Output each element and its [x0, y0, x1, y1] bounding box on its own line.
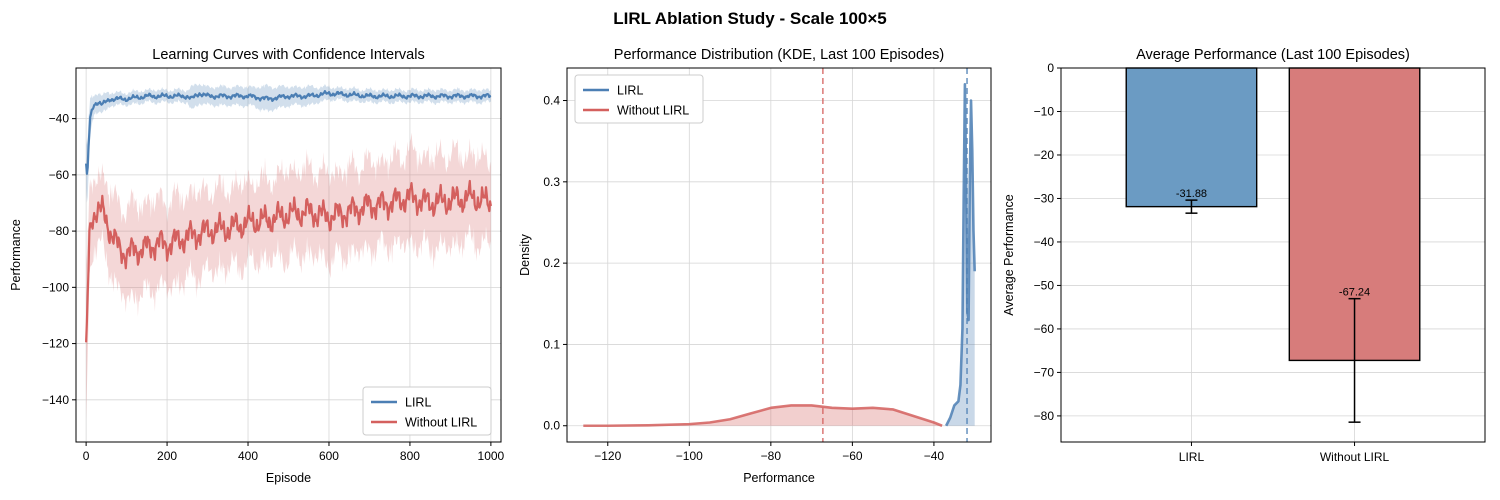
bar-value-label: -31.88 [1176, 188, 1207, 200]
bar [1125, 67, 1258, 208]
legend: LIRL Without LIRL [574, 74, 704, 124]
series-without-lirl [85, 132, 492, 420]
legend-label: Without LIRL [405, 416, 477, 430]
x-tick-label: 200 [157, 449, 177, 463]
y-tick-label: −120 [42, 337, 69, 351]
y-tick-label: −30 [1034, 191, 1055, 205]
y-tick-label: −20 [1034, 148, 1055, 162]
x-tick-label: 800 [400, 449, 420, 463]
y-tick-label: −10 [1034, 104, 1055, 118]
y-tick-label: −140 [42, 393, 69, 407]
x-tick-label: 400 [238, 449, 258, 463]
y-tick-label: 0.4 [543, 94, 560, 108]
y-tick-label: −100 [42, 280, 69, 294]
y-tick-label: 0.2 [543, 256, 560, 270]
grid-lines [76, 68, 501, 442]
kde-without-lirl [583, 404, 943, 428]
bar-group: -67.24 [1288, 67, 1421, 423]
y-tick-label: −50 [1034, 278, 1055, 292]
y-tick-label: −40 [49, 112, 70, 126]
legend-label: LIRL [405, 396, 431, 410]
x-tick-label: −100 [676, 449, 703, 463]
x-tick-label: LIRL [1179, 450, 1205, 464]
y-tick-label: −80 [49, 224, 70, 238]
kde-fill [583, 405, 943, 426]
average-performance-ylabel: Average Performance [1002, 194, 1016, 315]
x-tick-label: 1000 [478, 449, 505, 463]
kde-lirl [944, 82, 976, 427]
x-tick-label: 600 [319, 449, 339, 463]
x-tick-label: −40 [924, 449, 945, 463]
kde-ylabel: Density [518, 233, 532, 275]
y-tick-label: 0 [1047, 61, 1054, 75]
kde-line [944, 82, 976, 427]
learning-curves-xlabel: Episode [266, 471, 311, 485]
y-tick-label: −60 [1034, 322, 1055, 336]
average-performance-title: Average Performance (Last 100 Episodes) [1136, 47, 1410, 63]
confidence-band [86, 132, 491, 420]
x-tick-label: −120 [594, 449, 621, 463]
learning-curves-ylabel: Performance [9, 219, 23, 291]
x-tick-label: −60 [842, 449, 863, 463]
legend: LIRL Without LIRL [362, 386, 492, 436]
mean-line [85, 179, 492, 343]
grid-lines [1061, 67, 1485, 442]
axes-frame [566, 67, 992, 443]
x-tick-label: 0 [83, 449, 90, 463]
panel-learning-curves: Learning Curves with Confidence Interval… [9, 47, 505, 485]
bar-value-label: -67.24 [1339, 287, 1370, 299]
legend-label: Without LIRL [617, 104, 689, 118]
panel-average-performance: Average Performance (Last 100 Episodes) … [1002, 47, 1486, 464]
mean-line [85, 89, 492, 175]
axes-frame [1060, 67, 1486, 443]
confidence-band [86, 83, 491, 203]
x-tick-label: Without LIRL [1320, 450, 1390, 464]
series-lirl [85, 83, 492, 203]
y-tick-label: −80 [1034, 409, 1055, 423]
x-tick-label: −80 [761, 449, 782, 463]
axes-frame [75, 67, 502, 443]
kde-xlabel: Performance [743, 471, 815, 485]
y-tick-label: 0.3 [543, 175, 560, 189]
figure-title: LIRL Ablation Study - Scale 100×5 [613, 9, 887, 28]
grid-lines [567, 68, 991, 442]
panel-kde: Performance Distribution (KDE, Last 100 … [518, 47, 992, 485]
y-tick-label: −70 [1034, 365, 1055, 379]
learning-curves-title: Learning Curves with Confidence Interval… [152, 47, 424, 63]
y-tick-label: 0.1 [543, 337, 560, 351]
kde-title: Performance Distribution (KDE, Last 100 … [614, 47, 944, 63]
y-tick-label: 0.0 [543, 419, 560, 433]
y-tick-label: −40 [1034, 235, 1055, 249]
kde-line [583, 404, 943, 428]
legend-label: LIRL [617, 84, 643, 98]
bar-group: -31.88 [1125, 67, 1258, 214]
y-tick-label: −60 [49, 168, 70, 182]
